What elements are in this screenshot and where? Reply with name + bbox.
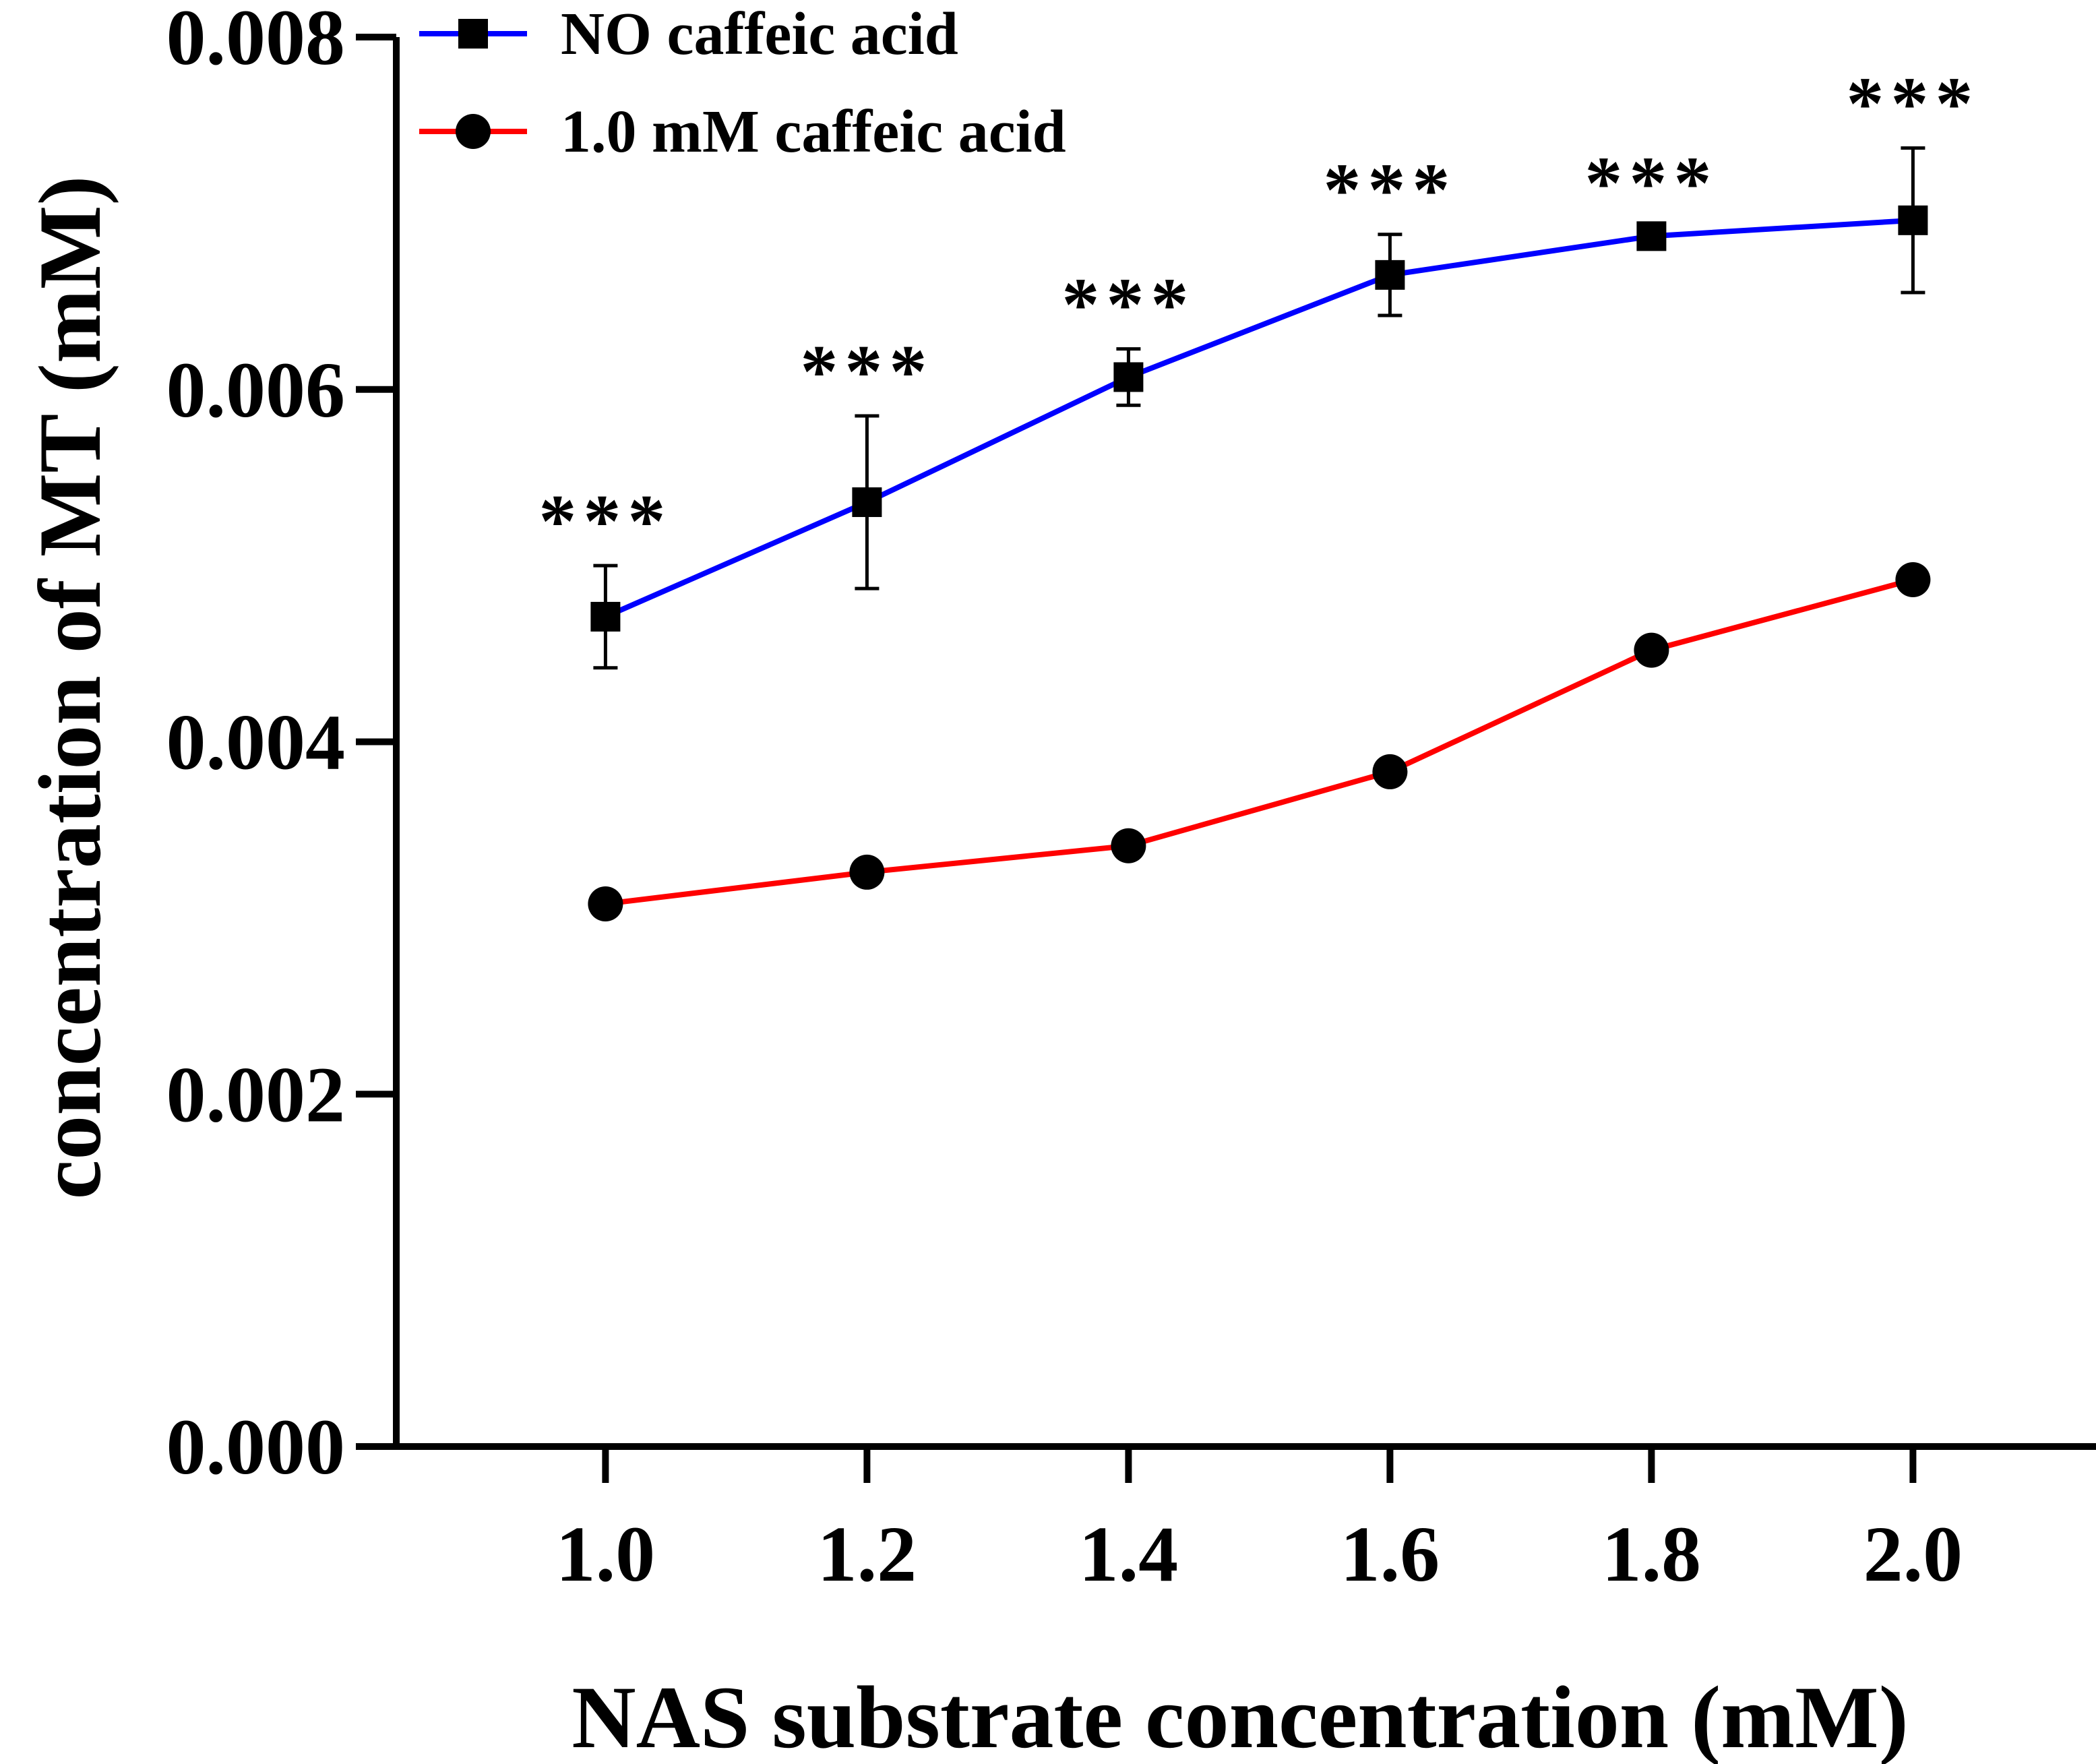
legend-marker-square bbox=[458, 19, 488, 49]
legend-marker-circle bbox=[456, 114, 491, 149]
y-axis-ticks: 0.000 0.002 0.004 0.006 0.008 bbox=[166, 0, 396, 1491]
x-tick-label: 2.0 bbox=[1863, 1510, 1963, 1598]
y-axis-title: concentration of MT (mM) bbox=[20, 176, 119, 1200]
legend-label-no-caffeic-acid: NO caffeic acid bbox=[561, 1, 958, 67]
series-line-no-caffeic-acid bbox=[604, 217, 1913, 619]
x-tick-label: 1.6 bbox=[1340, 1510, 1440, 1598]
data-point bbox=[1111, 828, 1146, 863]
x-tick-label: 1.4 bbox=[1079, 1510, 1179, 1598]
data-point bbox=[1113, 362, 1144, 392]
legend-label-caffeic-acid: 1.0 mM caffeic acid bbox=[561, 98, 1066, 165]
data-point bbox=[852, 487, 882, 518]
significance-mark: *** bbox=[1061, 264, 1195, 347]
y-tick-label: 0.002 bbox=[166, 1050, 346, 1138]
significance-mark: *** bbox=[1584, 142, 1718, 225]
data-point bbox=[588, 886, 623, 921]
legend-item-caffeic-acid: 1.0 mM caffeic acid bbox=[419, 98, 1066, 165]
series-layer bbox=[588, 146, 1931, 921]
significance-annotations: *** *** *** *** *** *** bbox=[538, 63, 1979, 564]
y-tick-label: 0.004 bbox=[166, 698, 346, 787]
significance-mark: *** bbox=[1323, 149, 1456, 233]
significance-mark: *** bbox=[800, 330, 933, 414]
data-point bbox=[1372, 754, 1408, 789]
legend: NO caffeic acid 1.0 mM caffeic acid bbox=[419, 1, 1066, 165]
x-tick-label: 1.8 bbox=[1602, 1510, 1702, 1598]
y-tick-label: 0.006 bbox=[166, 346, 346, 434]
data-point bbox=[1636, 221, 1667, 251]
data-point bbox=[1375, 260, 1405, 290]
x-axis-ticks: 1.0 1.2 1.4 1.6 1.8 2.0 bbox=[556, 1447, 1963, 1598]
series-no-caffeic-acid bbox=[590, 146, 1928, 670]
legend-item-no-caffeic-acid: NO caffeic acid bbox=[419, 1, 958, 67]
significance-mark: *** bbox=[538, 480, 672, 564]
data-point bbox=[590, 601, 621, 632]
y-tick-label: 0.000 bbox=[166, 1403, 346, 1491]
significance-mark: *** bbox=[1846, 63, 1979, 146]
data-point bbox=[849, 854, 885, 890]
data-point bbox=[1634, 632, 1669, 668]
series-1-0-mm-caffeic-acid bbox=[588, 562, 1931, 921]
x-axis-title: NAS substrate concentration (mM) bbox=[572, 1668, 1908, 1764]
data-point bbox=[1895, 562, 1931, 598]
series-line-1-0-mm-caffeic-acid bbox=[605, 577, 1914, 907]
x-tick-label: 1.2 bbox=[818, 1510, 917, 1598]
x-tick-label: 1.0 bbox=[556, 1510, 656, 1598]
y-tick-label: 0.008 bbox=[166, 0, 346, 82]
data-point bbox=[1898, 205, 1928, 235]
